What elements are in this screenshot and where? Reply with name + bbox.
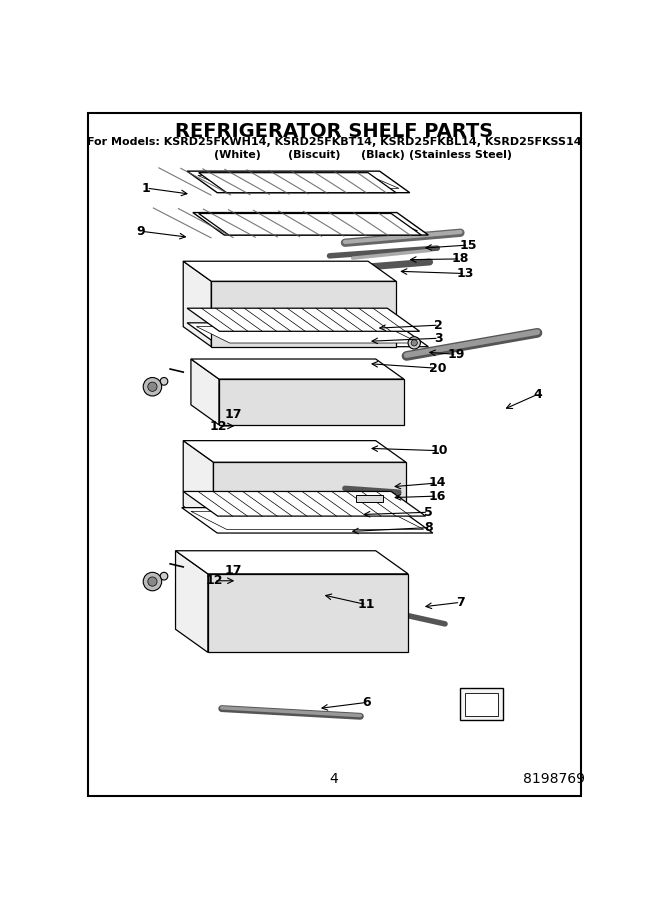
- Circle shape: [148, 577, 157, 586]
- Text: 13: 13: [456, 267, 474, 280]
- Text: 16: 16: [428, 490, 446, 502]
- Text: 15: 15: [460, 238, 477, 252]
- Circle shape: [160, 572, 168, 580]
- Circle shape: [148, 382, 157, 392]
- Polygon shape: [187, 323, 428, 346]
- Polygon shape: [208, 574, 408, 652]
- Text: 12: 12: [209, 419, 227, 433]
- Polygon shape: [175, 551, 408, 574]
- Polygon shape: [191, 359, 219, 425]
- Text: 1: 1: [142, 182, 151, 194]
- Polygon shape: [175, 551, 208, 652]
- Text: REFRIGERATOR SHELF PARTS: REFRIGERATOR SHELF PARTS: [175, 122, 494, 141]
- Text: (White): (White): [214, 149, 261, 159]
- Text: 9: 9: [136, 225, 145, 238]
- Polygon shape: [191, 359, 404, 379]
- Polygon shape: [213, 463, 406, 527]
- Text: 10: 10: [430, 444, 448, 457]
- Text: 4: 4: [533, 388, 542, 400]
- Text: 12: 12: [205, 574, 223, 588]
- Text: (Black): (Black): [361, 149, 406, 159]
- Polygon shape: [199, 173, 396, 193]
- Bar: [460, 688, 503, 720]
- Bar: [357, 494, 383, 502]
- Polygon shape: [183, 441, 213, 527]
- Text: 20: 20: [428, 362, 446, 374]
- Text: (Biscuit): (Biscuit): [288, 149, 340, 159]
- Circle shape: [411, 340, 417, 346]
- Polygon shape: [191, 511, 424, 529]
- Circle shape: [160, 377, 168, 385]
- Bar: [465, 693, 498, 716]
- Circle shape: [408, 337, 421, 349]
- Text: 3: 3: [434, 332, 443, 345]
- Polygon shape: [199, 213, 421, 235]
- Polygon shape: [183, 441, 406, 463]
- Circle shape: [143, 377, 162, 396]
- Text: 14: 14: [428, 476, 446, 490]
- Text: (Stainless Steel): (Stainless Steel): [409, 149, 512, 159]
- Polygon shape: [187, 171, 409, 193]
- Polygon shape: [183, 491, 426, 516]
- Text: 17: 17: [224, 408, 242, 421]
- Polygon shape: [211, 281, 396, 346]
- Circle shape: [143, 572, 162, 590]
- Polygon shape: [183, 261, 396, 281]
- Text: 19: 19: [448, 348, 466, 361]
- Text: 6: 6: [362, 696, 371, 709]
- Polygon shape: [196, 327, 419, 343]
- Polygon shape: [187, 308, 420, 331]
- Polygon shape: [219, 379, 404, 425]
- Text: 8: 8: [424, 521, 432, 534]
- Text: 7: 7: [456, 596, 465, 608]
- Text: 17: 17: [224, 563, 242, 577]
- Polygon shape: [198, 176, 399, 188]
- Polygon shape: [193, 212, 428, 235]
- Polygon shape: [203, 217, 417, 230]
- Text: 4: 4: [330, 772, 338, 787]
- Text: 18: 18: [452, 252, 469, 266]
- Text: 11: 11: [358, 598, 376, 611]
- Text: 2: 2: [434, 319, 443, 331]
- Polygon shape: [182, 508, 433, 533]
- Text: 5: 5: [424, 506, 432, 518]
- Text: 8198769: 8198769: [524, 772, 585, 787]
- Text: For Models: KSRD25FKWH14, KSRD25FKBT14, KSRD25FKBL14, KSRD25FKSS14: For Models: KSRD25FKWH14, KSRD25FKBT14, …: [87, 138, 582, 148]
- Polygon shape: [183, 261, 211, 346]
